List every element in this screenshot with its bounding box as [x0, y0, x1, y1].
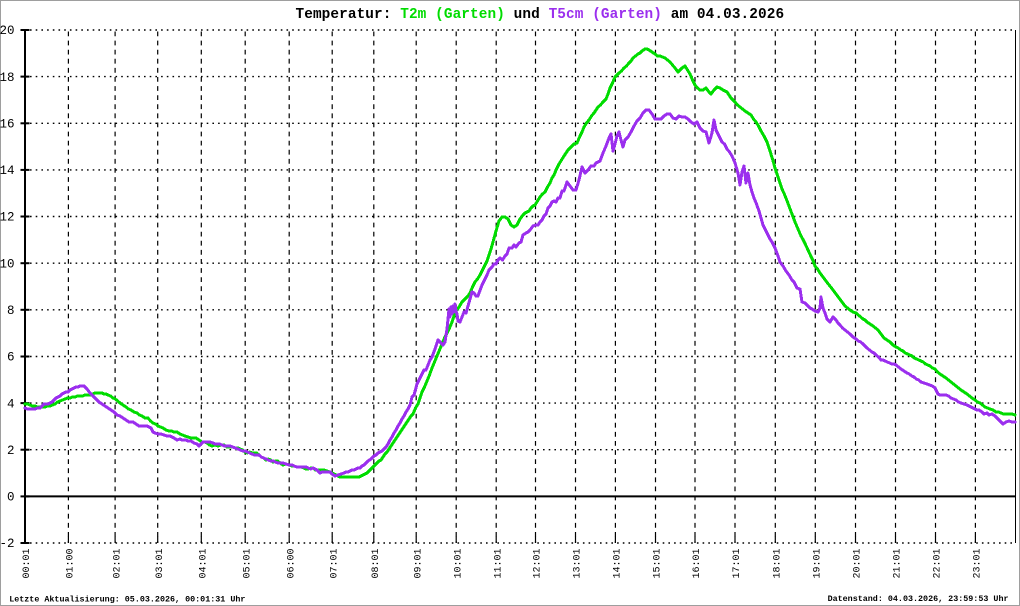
svg-text:23:01: 23:01 [973, 548, 984, 578]
svg-text:10: 10 [0, 257, 15, 271]
svg-text:17:01: 17:01 [732, 548, 743, 578]
svg-text:13:01: 13:01 [573, 548, 584, 578]
svg-text:Datenstand: 04.03.2026, 23:59:: Datenstand: 04.03.2026, 23:59:53 Uhr [828, 594, 1009, 604]
svg-text:02:01: 02:01 [112, 548, 123, 578]
svg-text:2: 2 [7, 444, 15, 458]
svg-text:22:01: 22:01 [933, 548, 944, 578]
svg-text:11:01: 11:01 [493, 548, 504, 578]
svg-text:8: 8 [7, 304, 15, 318]
svg-text:20: 20 [0, 24, 15, 38]
svg-text:09:01: 09:01 [413, 548, 424, 578]
svg-text:16:01: 16:01 [692, 548, 703, 578]
svg-text:0: 0 [7, 491, 15, 505]
svg-text:01:00: 01:00 [66, 548, 77, 578]
svg-text:04:01: 04:01 [199, 548, 210, 578]
svg-text:12:01: 12:01 [533, 548, 544, 578]
svg-text:18:01: 18:01 [773, 548, 784, 578]
svg-text:20:01: 20:01 [853, 548, 864, 578]
svg-text:06:00: 06:00 [286, 548, 297, 578]
svg-text:07:01: 07:01 [329, 548, 340, 578]
svg-text:-2: -2 [0, 537, 15, 551]
svg-text:15:01: 15:01 [653, 548, 664, 578]
svg-text:00:01: 00:01 [22, 548, 33, 578]
svg-text:03:01: 03:01 [155, 548, 166, 578]
svg-text:12: 12 [0, 211, 15, 225]
svg-text:18: 18 [0, 71, 15, 85]
svg-text:14:01: 14:01 [613, 548, 624, 578]
svg-text:6: 6 [7, 351, 15, 365]
svg-text:19:01: 19:01 [813, 548, 824, 578]
svg-text:05:01: 05:01 [242, 548, 253, 578]
svg-text:4: 4 [7, 397, 15, 411]
svg-text:21:01: 21:01 [893, 548, 904, 578]
svg-text:14: 14 [0, 164, 15, 178]
svg-text:16: 16 [0, 118, 15, 132]
svg-text:Temperatur: T2m (Garten) und T: Temperatur: T2m (Garten) und T5cm (Garte… [296, 7, 785, 23]
svg-text:Letzte Aktualisierung: 05.03.2: Letzte Aktualisierung: 05.03.2026, 00:01… [9, 595, 245, 605]
svg-text:10:01: 10:01 [453, 548, 464, 578]
svg-text:08:01: 08:01 [371, 548, 382, 578]
